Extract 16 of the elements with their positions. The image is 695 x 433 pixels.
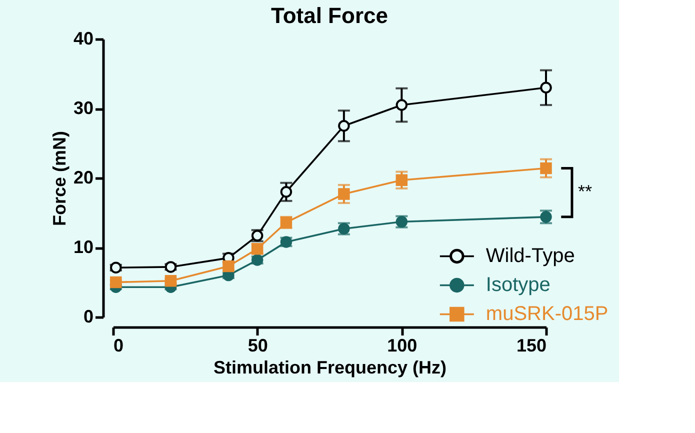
x-axis-title: Stimulation Frequency (Hz) <box>213 358 447 378</box>
legend-label: muSRK-015P <box>486 303 608 326</box>
x-tick-label: 50 <box>248 336 268 356</box>
chart-title: Total Force <box>271 3 388 28</box>
y-tick-label: 40 <box>73 28 94 48</box>
text: ** <box>578 182 592 202</box>
y-axis-title: Force (mN) <box>49 130 70 226</box>
y-tick-label: 30 <box>73 98 94 118</box>
y-tick-label: 10 <box>73 237 94 257</box>
legend-label: Wild-Type <box>486 245 575 268</box>
y-tick-label: 0 <box>83 306 94 326</box>
x-tick-label: 0 <box>114 336 124 356</box>
legend-label: Isotype <box>486 274 550 296</box>
x-tick-label: 100 <box>387 336 418 356</box>
y-tick-label: 20 <box>73 168 94 188</box>
x-tick-label: 150 <box>516 336 546 356</box>
